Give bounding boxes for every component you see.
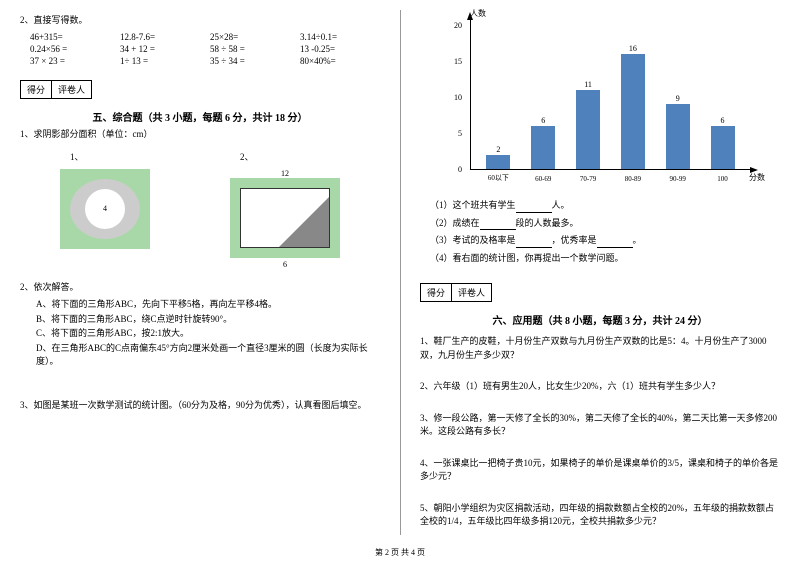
q5-2c: C、将下面的三角形ABC，按2:1放大。 bbox=[36, 327, 380, 341]
fill-1b: 人。 bbox=[552, 200, 570, 210]
fig2-label: 2、 bbox=[240, 151, 340, 165]
q5-2a: A、将下面的三角形ABC，先向下平移5格，再向左平移4格。 bbox=[36, 298, 380, 312]
section-6-title: 六、应用题（共 8 小题，每题 3 分，共计 24 分） bbox=[420, 312, 780, 327]
fig2-top-dim: 12 bbox=[230, 169, 340, 178]
bar bbox=[621, 54, 645, 169]
fill-4: （4）看右面的统计图，你再提出一个数学问题。 bbox=[430, 252, 780, 266]
bar-item: 1170-79 bbox=[576, 80, 600, 169]
page-footer: 第 2 页 共 4 页 bbox=[0, 547, 800, 558]
score-box: 得分 评卷人 bbox=[420, 283, 492, 302]
bar bbox=[576, 90, 600, 169]
calc-cell: 34 + 12 = bbox=[120, 44, 200, 54]
fill-3: （3）考试的及格率是 ，优秀率是 。 bbox=[430, 234, 780, 248]
bar-value: 2 bbox=[496, 145, 500, 154]
calc-cell: 35 ÷ 34 = bbox=[210, 56, 290, 66]
blank bbox=[480, 221, 516, 230]
y-tick: 10 bbox=[448, 93, 462, 102]
calc-cell: 37 × 23 = bbox=[30, 56, 110, 66]
fill-3a: （3）考试的及格率是 bbox=[430, 235, 516, 245]
fig1-label: 1、 bbox=[70, 151, 150, 165]
fill-3c: 。 bbox=[633, 235, 642, 245]
bar-chart: 人数 分数 05101520 260以下660-691170-791680-89… bbox=[440, 10, 760, 195]
calc-cell: 0.24×56 = bbox=[30, 44, 110, 54]
x-axis-label: 分数 bbox=[749, 172, 765, 183]
app-q2: 2、六年级（1）班有男生20人，比女生少20%，六（1）班共有学生多少人？ bbox=[420, 380, 780, 394]
fill-1a: （1）这个班共有学生 bbox=[430, 200, 516, 210]
figure-2: 2、 12 6 bbox=[230, 147, 340, 269]
y-tick: 5 bbox=[448, 129, 462, 138]
score-label: 得分 bbox=[21, 81, 52, 98]
app-q3: 3、修一段公路，第一天修了全长的30%，第二天修了全长的40%，第二天比第一天多… bbox=[420, 412, 780, 439]
q5-2: 2、依次解答。 bbox=[20, 281, 380, 295]
bar-value: 11 bbox=[584, 80, 592, 89]
blank bbox=[516, 204, 552, 213]
calc-cell: 13 -0.25= bbox=[300, 44, 380, 54]
q5-1: 1、求阴影部分面积（单位：cm） bbox=[20, 128, 380, 142]
bar-item: 660-69 bbox=[531, 116, 555, 169]
left-column: 2、直接写得数。 46+315= 12.8-7.6= 25×28= 3.14÷0… bbox=[0, 0, 400, 545]
score-label: 得分 bbox=[421, 284, 452, 301]
fig2-bg bbox=[230, 178, 340, 258]
fill-3b: ，优秀率是 bbox=[552, 235, 597, 245]
fill-1: （1）这个班共有学生 人。 bbox=[430, 199, 780, 213]
blank bbox=[597, 239, 633, 248]
bar bbox=[486, 155, 510, 169]
calc-cell: 46+315= bbox=[30, 32, 110, 42]
grader-label: 评卷人 bbox=[52, 81, 91, 98]
bar-label: 80-89 bbox=[625, 175, 641, 183]
ring-icon: 4 bbox=[70, 179, 140, 239]
bar bbox=[666, 104, 690, 169]
bar-label: 70-79 bbox=[580, 175, 596, 183]
bar-label: 90-99 bbox=[670, 175, 686, 183]
y-tick: 15 bbox=[448, 57, 462, 66]
bar bbox=[711, 126, 735, 169]
bar-label: 60-69 bbox=[535, 175, 551, 183]
calc-cell: 58 ÷ 58 = bbox=[210, 44, 290, 54]
figure-1: 1、 4 bbox=[60, 147, 150, 269]
bar-label: 60以下 bbox=[488, 173, 509, 183]
triangle-icon bbox=[240, 188, 330, 248]
bar bbox=[531, 126, 555, 169]
fig1-bg: 4 bbox=[60, 169, 150, 249]
app-q4: 4、一张课桌比一把椅子贵10元，如果椅子的单价是课桌单价的3/5，课桌和椅子的单… bbox=[420, 457, 780, 484]
calc-cell: 25×28= bbox=[210, 32, 290, 42]
bar-item: 260以下 bbox=[486, 145, 510, 169]
app-q5: 5、朝阳小学组织为灾区捐款活动，四年级的捐款数额占全校的20%，五年级的捐款数额… bbox=[420, 502, 780, 529]
bars-container: 260以下 660-69 1170-79 1680-89 990-99 6100 bbox=[470, 20, 750, 170]
fig2-bottom-dim: 6 bbox=[230, 260, 340, 269]
app-q1: 1、鞋厂生产的皮鞋，十月份生产双数与九月份生产双数的比是5：4。十月份生产了30… bbox=[420, 335, 780, 362]
calc-cell: 12.8-7.6= bbox=[120, 32, 200, 42]
q5-2d: D、在三角形ABC的C点南偏东45°方向2厘米处画一个直径3厘米的圆（长度为实际… bbox=[36, 342, 380, 369]
q5-2b: B、将下面的三角形ABC，绕C点逆时针旋转90°。 bbox=[36, 313, 380, 327]
calc-cell: 3.14÷0.1= bbox=[300, 32, 380, 42]
bar-value: 6 bbox=[541, 116, 545, 125]
y-tick: 0 bbox=[448, 165, 462, 174]
calc-cell: 80×40%= bbox=[300, 56, 380, 66]
right-column: 人数 分数 05101520 260以下660-691170-791680-89… bbox=[400, 0, 800, 545]
bar-value: 16 bbox=[629, 44, 637, 53]
bar-label: 100 bbox=[717, 175, 728, 183]
bar-item: 990-99 bbox=[666, 94, 690, 169]
score-box: 得分 评卷人 bbox=[20, 80, 92, 99]
fill-2a: （2）成绩在 bbox=[430, 218, 480, 228]
q2-heading: 2、直接写得数。 bbox=[20, 14, 380, 28]
section-5-title: 五、综合题（共 3 小题，每题 6 分，共计 18 分） bbox=[20, 109, 380, 124]
q5-3: 3、如图是某班一次数学测试的统计图。（60分为及格，90分为优秀），认真看图后填… bbox=[20, 399, 380, 413]
grader-label: 评卷人 bbox=[452, 284, 491, 301]
bar-item: 1680-89 bbox=[621, 44, 645, 169]
circle-radius: 4 bbox=[103, 204, 107, 213]
calc-cell: 1÷ 13 = bbox=[120, 56, 200, 66]
bar-value: 9 bbox=[676, 94, 680, 103]
bar-item: 6100 bbox=[711, 116, 735, 169]
figure-row: 1、 4 2、 12 6 bbox=[20, 147, 380, 269]
bar-value: 6 bbox=[721, 116, 725, 125]
y-tick: 20 bbox=[448, 21, 462, 30]
blank bbox=[516, 239, 552, 248]
calc-grid: 46+315= 12.8-7.6= 25×28= 3.14÷0.1= 0.24×… bbox=[30, 32, 380, 66]
fill-2: （2）成绩在 段的人数最多。 bbox=[430, 217, 780, 231]
fill-2b: 段的人数最多。 bbox=[516, 218, 579, 228]
